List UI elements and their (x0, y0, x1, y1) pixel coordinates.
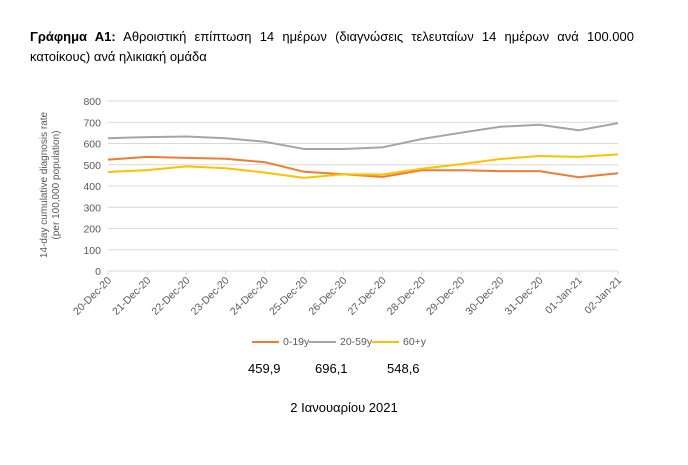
legend-item-0-19y: 0-19y (252, 336, 309, 348)
series-line-0-19y (107, 155, 619, 179)
x-tick-label: 02-Jan-21 (582, 275, 624, 317)
y-tick-label: 400 (83, 181, 101, 193)
latest-value-60+y: 548,6 (387, 361, 420, 376)
x-tick-label: 28-Dec-20 (385, 275, 428, 318)
y-tick-label: 300 (83, 202, 101, 214)
y-axis-label-line2: (per 100,000 population) (51, 131, 62, 240)
caption-text: Αθροιστική επίπτωση 14 ημέρων (διαγνώσει… (30, 29, 634, 64)
x-tick-label: 31-Dec-20 (503, 275, 546, 318)
series-line-20-59y (107, 122, 619, 150)
legend-label: 20-59y (340, 336, 373, 348)
series-lines (107, 122, 619, 179)
report-date: 2 Ιανουαρίου 2021 (290, 400, 398, 415)
legend-swatch (309, 341, 336, 343)
latest-value-20-59y: 696,1 (315, 361, 348, 376)
series-line-60+y (107, 153, 619, 179)
y-tick-labels: 0 100 200 300 400 500 600 700 800 (83, 96, 101, 278)
legend-swatch (372, 341, 399, 343)
legend-swatch (252, 341, 279, 343)
y-tick-label: 0 (95, 266, 101, 278)
legend-label: 0-19y (283, 336, 310, 348)
legend-label: 60+y (403, 336, 427, 348)
x-tick-label: 27-Dec-20 (346, 275, 389, 318)
x-tick-labels: 20-Dec-2021-Dec-2022-Dec-2023-Dec-2024-D… (71, 271, 624, 318)
legend-item-60+y: 60+y (372, 336, 426, 348)
x-tick-label: 25-Dec-20 (267, 275, 310, 318)
x-tick-label: 01-Jan-21 (543, 275, 585, 317)
y-tick-label: 600 (83, 139, 101, 151)
x-tick-label: 22-Dec-20 (149, 275, 192, 318)
latest-value-0-19y: 459,9 (248, 361, 281, 376)
y-axis-label-line1: 14-day cumulative diagnosis rate (39, 111, 50, 258)
figure-caption: Γράφημα Α1: Αθροιστική επίπτωση 14 ημέρω… (30, 27, 634, 67)
y-tick-label: 700 (83, 117, 101, 129)
y-tick-label: 100 (83, 245, 101, 257)
y-tick-label: 800 (83, 96, 101, 108)
x-tick-label: 29-Dec-20 (424, 275, 467, 318)
x-tick-label: 20-Dec-20 (71, 275, 114, 318)
x-tick-label: 23-Dec-20 (189, 275, 232, 318)
x-tick-label: 21-Dec-20 (110, 275, 153, 318)
grid-lines (108, 100, 618, 272)
legend-item-20-59y: 20-59y (309, 336, 372, 348)
y-tick-label: 200 (83, 224, 101, 236)
x-tick-label: 30-Dec-20 (463, 275, 506, 318)
x-tick-label: 26-Dec-20 (306, 275, 349, 318)
y-tick-label: 500 (83, 160, 101, 172)
x-tick-label: 24-Dec-20 (228, 275, 271, 318)
caption-prefix: Γράφημα Α1: (30, 29, 116, 44)
